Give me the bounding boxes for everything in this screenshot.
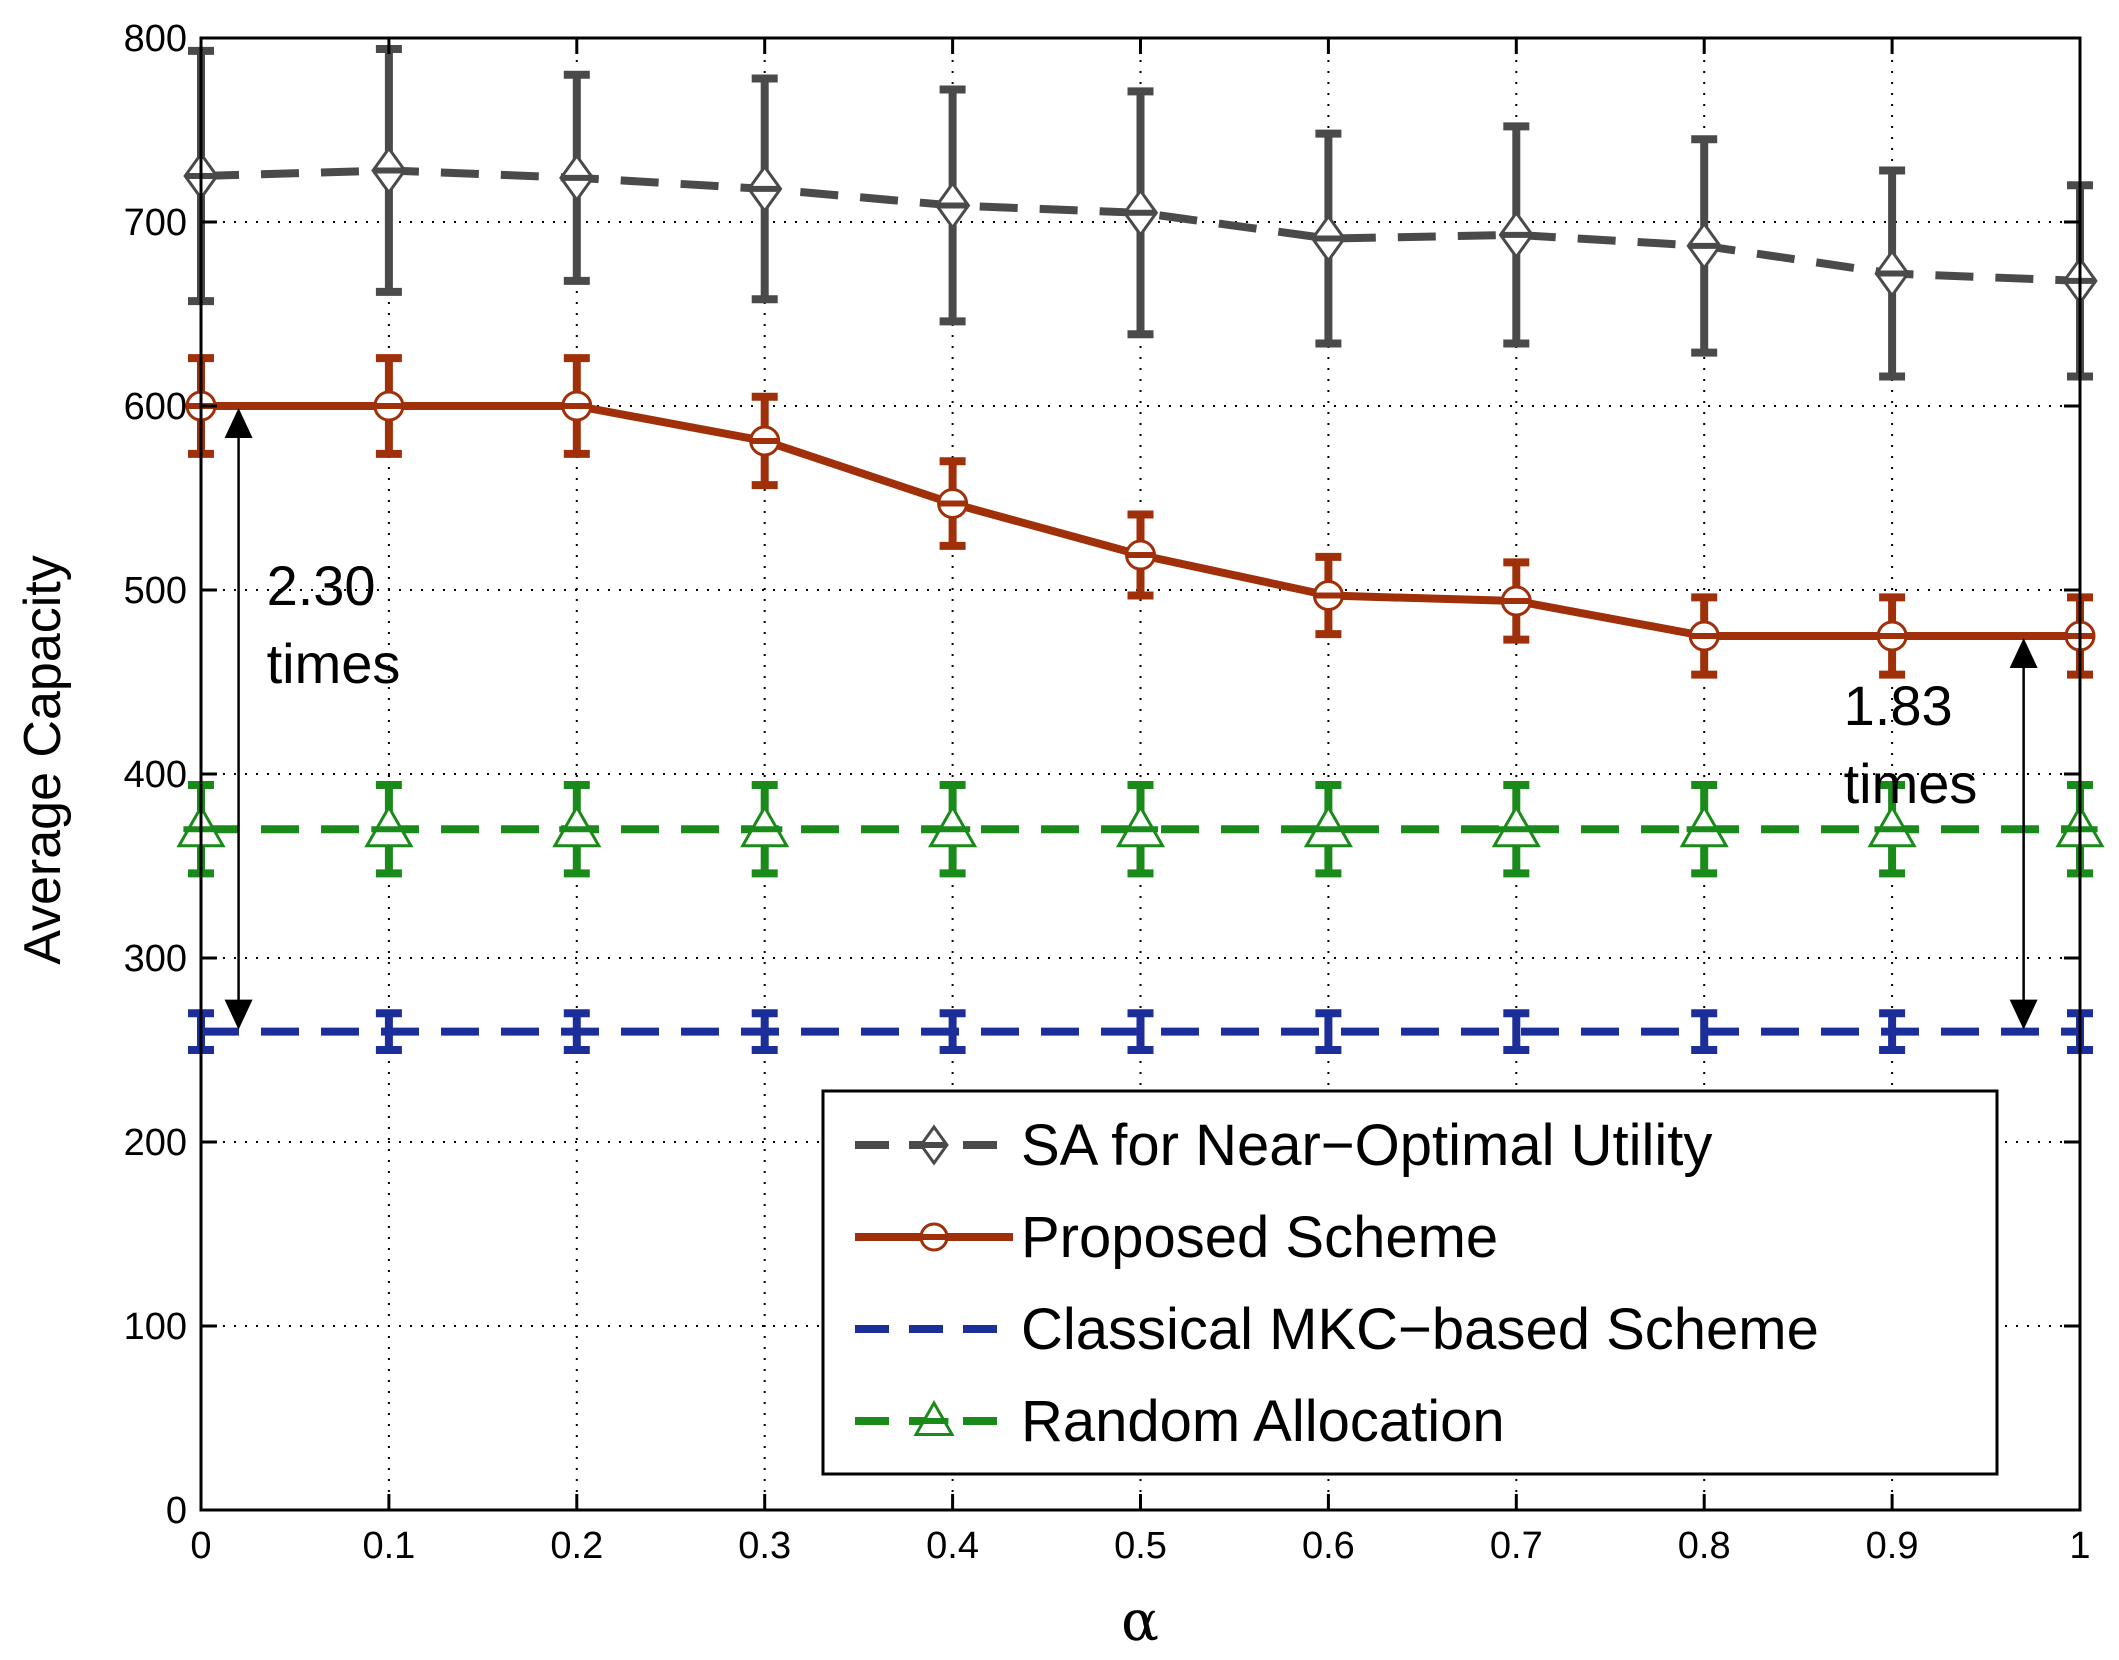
data-point-sa-for-near-optimal-utility [747, 164, 783, 214]
data-point-sa-for-near-optimal-utility [1122, 188, 1159, 238]
y-tick-label: 300 [124, 938, 187, 980]
x-axis-title: α [1121, 1589, 1159, 1654]
y-tick-label: 400 [124, 754, 187, 796]
arrow-head [224, 999, 253, 1030]
data-point-proposed-scheme [1500, 585, 1532, 617]
annotation-0: 2.30 times [224, 408, 401, 1030]
annotation-text: times [267, 632, 401, 695]
legend-item-random-allocation: Random Allocation [855, 1389, 1505, 1454]
axes: 0 0.1 0.2 0.3 0.4 0.5 0.6 0.7 0.8 0.9 1 0 100 200 300 4… [124, 18, 2091, 1567]
legend-item-sa-for-near-optimal-utility: SA for Near−Optimal Utility [855, 1113, 1712, 1178]
x-tick-label: 1 [2069, 1525, 2090, 1567]
data-point-random-allocation [1679, 804, 1729, 848]
data-point-proposed-scheme [561, 390, 593, 422]
data-point-proposed-scheme [1876, 620, 1908, 652]
legend-item-proposed-scheme: Proposed Scheme [855, 1205, 1498, 1270]
data-point-proposed-scheme [1688, 620, 1720, 652]
series-random-allocation [176, 781, 2105, 878]
data-point-random-allocation [740, 804, 790, 848]
y-tick-label: 800 [124, 18, 187, 60]
y-axis-title: Average Capacity [14, 555, 72, 965]
legend-marker [919, 1222, 949, 1252]
x-tick-label: 0.1 [362, 1525, 415, 1567]
legend-label: Proposed Scheme [1021, 1205, 1498, 1270]
x-tick-label: 0.3 [738, 1525, 791, 1567]
annotation-1: 1.83 times [1844, 638, 2038, 1030]
x-tick-label: 0.8 [1678, 1525, 1731, 1567]
y-tick-label: 0 [166, 1490, 187, 1532]
y-tick-label: 100 [124, 1306, 187, 1348]
legend-label: Random Allocation [1021, 1389, 1505, 1454]
x-tick-label: 0.6 [1302, 1525, 1355, 1567]
x-tick-label: 0 [190, 1525, 211, 1567]
error-bar-classical-mkc-based-scheme [1127, 1009, 1154, 1054]
legend: SA for Near−Optimal Utility Proposed Sche… [821, 1089, 1999, 1476]
data-point-sa-for-near-optimal-utility [1498, 210, 1534, 260]
data-point-sa-for-near-optimal-utility [1686, 221, 1722, 271]
annotations: 2.30 times 1.83 times [224, 408, 2038, 1030]
error-bar-classical-mkc-based-scheme [375, 1009, 402, 1054]
data-point-random-allocation [1491, 804, 1541, 848]
arrow-head [2009, 638, 2038, 668]
annotation-text: times [1844, 752, 1978, 815]
data-point-random-allocation [364, 804, 414, 848]
data-point-sa-for-near-optimal-utility [1874, 248, 1910, 299]
series-classical-mkc-based-scheme [188, 1009, 2093, 1054]
error-bar-classical-mkc-based-scheme [1879, 1009, 1906, 1054]
data-point-sa-for-near-optimal-utility [1310, 213, 1347, 264]
data-point-random-allocation [1303, 804, 1353, 848]
error-bar-classical-mkc-based-scheme [563, 1009, 590, 1054]
x-tick-label: 0.7 [1490, 1525, 1543, 1567]
data-point-random-allocation [1115, 804, 1166, 848]
series-line-sa-for-near-optimal-utility [200, 166, 2081, 285]
data-point-sa-for-near-optimal-utility [559, 153, 595, 203]
error-bar-classical-mkc-based-scheme [1503, 1009, 1530, 1054]
data-point-proposed-scheme [749, 425, 781, 457]
data-point-proposed-scheme [937, 488, 969, 520]
error-bar-classical-mkc-based-scheme [1315, 1009, 1342, 1054]
data-point-sa-for-near-optimal-utility [934, 180, 971, 231]
error-bar-classical-mkc-based-scheme [751, 1009, 778, 1054]
x-tick-label: 0.4 [926, 1525, 979, 1567]
annotation-text: 2.30 [267, 554, 376, 617]
y-tick-label: 500 [124, 570, 187, 612]
data-point-random-allocation [1867, 804, 1917, 848]
annotation-text: 1.83 [1844, 674, 1953, 737]
data-point-proposed-scheme [373, 390, 405, 422]
error-bar-classical-mkc-based-scheme [1691, 1009, 1718, 1054]
y-tick-label: 700 [124, 202, 187, 244]
series-layer [176, 45, 2105, 1054]
legend-label: Classical MKC−based Scheme [1021, 1297, 1819, 1362]
arrow-head [224, 408, 253, 438]
legend-marker [919, 1124, 949, 1166]
y-tick-label: 600 [124, 386, 187, 428]
legend-marker [913, 1399, 955, 1436]
x-tick-label: 0.9 [1866, 1525, 1919, 1567]
error-bar-classical-mkc-based-scheme [939, 1009, 966, 1054]
legend-label: SA for Near−Optimal Utility [1021, 1113, 1712, 1178]
x-tick-label: 0.5 [1114, 1525, 1167, 1567]
data-point-random-allocation [552, 804, 602, 848]
data-point-proposed-scheme [1125, 539, 1156, 571]
legend-item-classical-mkc-based-scheme: Classical MKC−based Scheme [855, 1297, 1819, 1362]
data-point-random-allocation [928, 804, 978, 848]
legend-box [821, 1089, 1999, 1476]
data-point-proposed-scheme [1312, 580, 1344, 612]
data-point-sa-for-near-optimal-utility [371, 145, 407, 196]
arrow-head [2009, 999, 2038, 1030]
y-tick-label: 200 [124, 1122, 187, 1164]
x-tick-label: 0.2 [550, 1525, 603, 1567]
